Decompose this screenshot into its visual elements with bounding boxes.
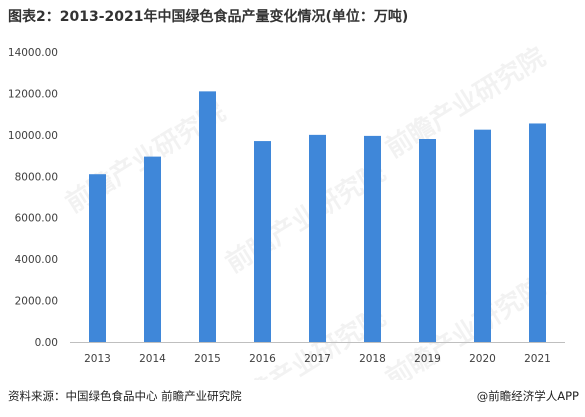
bar-chart: 前瞻产业研究院前瞻产业研究院前瞻产业研究院前瞻产业研究院前瞻产业研究院 0.00…: [8, 41, 565, 380]
source-note: 资料来源：中国绿色食品中心 前瞻产业研究院: [8, 389, 242, 403]
x-tick-label: 2018: [359, 353, 386, 365]
bar-2017: [309, 134, 326, 342]
x-tick-label: 2021: [524, 353, 551, 365]
y-tick-label: 6000.00: [15, 213, 58, 225]
x-axis: 2013 2014 2015 2016 2017 2018 2019 2020 2021: [84, 353, 551, 365]
x-tick-label: 2015: [194, 353, 221, 365]
y-tick-label: 8000.00: [15, 171, 58, 183]
y-tick-label: 12000.00: [8, 88, 58, 100]
chart-title: 图表2：2013-2021年中国绿色食品产量变化情况(单位：万吨): [8, 9, 409, 25]
y-axis: 0.00 2000.00 4000.00 6000.00 8000.00 10000.00…: [8, 47, 58, 349]
bar-2020: [474, 129, 491, 342]
bar-2014: [144, 156, 161, 342]
bar-2015: [199, 91, 216, 342]
y-tick-label: 2000.00: [15, 296, 58, 308]
y-tick-label: 10000.00: [8, 130, 58, 142]
x-tick-label: 2013: [84, 353, 111, 365]
y-tick-label: 0.00: [35, 337, 58, 349]
bar-2013: [89, 174, 106, 342]
bars-group: [89, 91, 546, 342]
bar-2019: [419, 139, 436, 342]
x-tick-label: 2016: [249, 353, 276, 365]
bar-2016: [254, 141, 271, 342]
watermark-text: 前瞻产业研究院: [380, 41, 551, 164]
bar-2018: [364, 135, 381, 342]
bar-2021: [529, 123, 546, 342]
x-tick-label: 2017: [304, 353, 331, 365]
x-tick-label: 2019: [414, 353, 441, 365]
x-tick-label: 2020: [469, 353, 496, 365]
brand-credit: @前瞻经济学人APP: [476, 389, 579, 403]
y-tick-label: 4000.00: [15, 254, 58, 266]
y-tick-label: 14000.00: [8, 47, 58, 59]
x-tick-label: 2014: [139, 353, 166, 365]
